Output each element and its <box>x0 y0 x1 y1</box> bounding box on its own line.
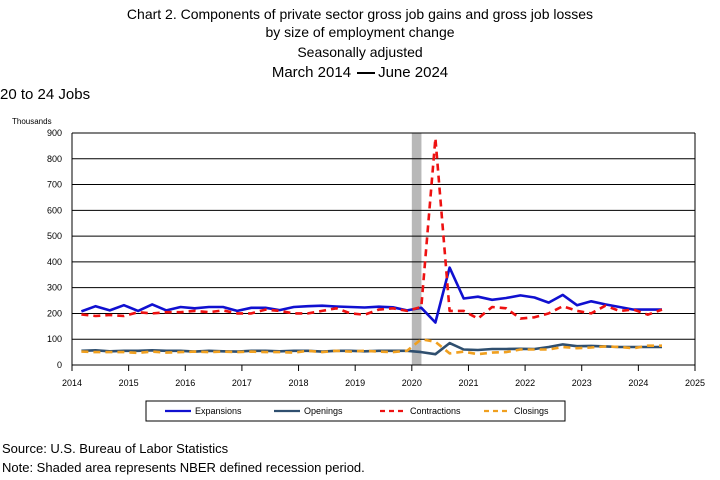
y-tick-label: 0 <box>57 360 62 370</box>
series-line-contractions <box>81 136 663 320</box>
chart-subtitle: Seasonally adjusted <box>297 44 423 60</box>
x-tick-label: 2023 <box>572 378 592 388</box>
source-note: Source: U.S. Bureau of Labor Statistics <box>2 441 229 456</box>
x-tick-label: 2017 <box>232 378 252 388</box>
y-tick-label: 100 <box>47 334 62 344</box>
y-tick-label: 400 <box>47 257 62 267</box>
x-tick-label: 2024 <box>628 378 648 388</box>
legend-label-expansions: Expansions <box>195 406 242 416</box>
chart-title-line-2: by size of employment change <box>265 24 455 40</box>
y-tick-label: 500 <box>47 231 62 241</box>
legend-box <box>145 400 566 422</box>
recession-shade <box>411 133 422 365</box>
x-tick-label: 2022 <box>515 378 535 388</box>
x-tick-label: 2019 <box>345 378 365 388</box>
x-tick-label: 2014 <box>62 378 82 388</box>
x-tick-label: 2021 <box>458 378 478 388</box>
y-tick-label: 200 <box>47 308 62 318</box>
x-tick-label: 2025 <box>685 378 705 388</box>
series-line-expansions <box>80 266 662 324</box>
y-axis-label: Thousands <box>12 117 52 126</box>
y-tick-label: 900 <box>47 128 62 138</box>
series-line-closings <box>81 337 662 356</box>
chart-title-line-1: Chart 2. Components of private sector gr… <box>126 6 594 22</box>
legend-label-openings: Openings <box>304 406 343 416</box>
date-range: March 2014 June 2024 <box>0 64 720 82</box>
x-tick-label: 2020 <box>402 378 422 388</box>
x-tick-label: 2016 <box>175 378 195 388</box>
date-range-end: June 2024 <box>378 64 449 81</box>
panel-label: 20 to 24 Jobs <box>0 86 91 103</box>
y-tick-label: 300 <box>47 283 62 293</box>
legend-label-contractions: Contractions <box>410 406 461 416</box>
y-tick-label: 600 <box>47 205 62 215</box>
date-range-dash <box>357 72 376 75</box>
y-tick-label: 800 <box>47 154 62 164</box>
date-range-start: March 2014 <box>271 64 352 81</box>
x-tick-label: 2018 <box>289 378 309 388</box>
x-tick-label: 2015 <box>119 378 139 388</box>
legend-label-closings: Closings <box>514 406 549 416</box>
recession-note: Note: Shaded area represents NBER define… <box>2 460 365 475</box>
y-tick-label: 700 <box>47 180 62 190</box>
